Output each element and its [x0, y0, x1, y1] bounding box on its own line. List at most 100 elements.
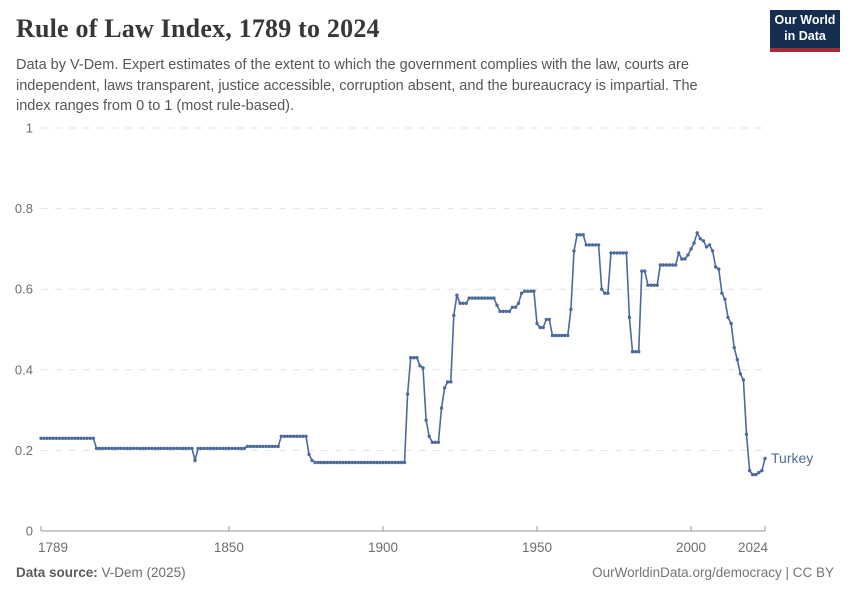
data-point-marker[interactable] — [122, 446, 126, 451]
data-point-marker[interactable] — [510, 305, 515, 309]
data-point-marker[interactable] — [307, 452, 311, 457]
data-point-marker[interactable] — [535, 321, 539, 326]
data-point-marker[interactable] — [322, 460, 327, 465]
data-point-marker[interactable] — [584, 243, 588, 247]
data-point-marker[interactable] — [295, 434, 299, 438]
data-point-marker[interactable] — [230, 446, 234, 451]
data-point-marker[interactable] — [137, 446, 142, 451]
data-point-marker[interactable] — [689, 247, 693, 251]
data-point-marker[interactable] — [421, 366, 425, 370]
data-point-marker[interactable] — [547, 317, 551, 322]
data-point-marker[interactable] — [424, 418, 428, 422]
data-point-marker[interactable] — [177, 446, 182, 451]
data-point-marker[interactable] — [168, 446, 173, 451]
data-point-marker[interactable] — [507, 309, 511, 314]
data-point-marker[interactable] — [378, 460, 382, 465]
data-point-marker[interactable] — [492, 296, 496, 300]
data-point-marker[interactable] — [233, 446, 237, 451]
data-point-marker[interactable] — [658, 263, 662, 267]
owid-logo[interactable]: Our World in Data — [770, 10, 840, 52]
data-point-marker[interactable] — [479, 296, 484, 300]
data-point-marker[interactable] — [633, 350, 638, 354]
data-point-marker[interactable] — [489, 296, 493, 300]
data-point-marker[interactable] — [291, 434, 296, 438]
data-point-marker[interactable] — [498, 309, 502, 314]
data-point-marker[interactable] — [125, 446, 129, 451]
data-point-marker[interactable] — [110, 446, 114, 451]
data-point-marker[interactable] — [670, 263, 675, 267]
data-point-marker[interactable] — [338, 460, 342, 465]
data-point-marker[interactable] — [667, 263, 672, 267]
data-point-marker[interactable] — [319, 460, 324, 465]
data-point-marker[interactable] — [449, 380, 453, 384]
data-point-marker[interactable] — [458, 301, 462, 305]
data-point-marker[interactable] — [100, 446, 105, 451]
data-point-marker[interactable] — [276, 444, 280, 449]
data-point-marker[interactable] — [218, 446, 222, 451]
data-point-marker[interactable] — [396, 460, 401, 465]
data-point-marker[interactable] — [202, 446, 206, 451]
data-point-marker[interactable] — [482, 296, 487, 300]
data-point-marker[interactable] — [45, 436, 49, 440]
data-point-marker[interactable] — [70, 436, 74, 440]
data-point-marker[interactable] — [526, 289, 530, 293]
data-point-marker[interactable] — [600, 287, 604, 291]
data-point-marker[interactable] — [76, 436, 80, 440]
data-point-marker[interactable] — [298, 434, 302, 438]
data-point-marker[interactable] — [301, 434, 305, 438]
data-point-marker[interactable] — [495, 303, 499, 307]
data-point-marker[interactable] — [181, 446, 185, 451]
data-point-marker[interactable] — [726, 315, 730, 320]
data-point-marker[interactable] — [282, 434, 287, 438]
data-point-marker[interactable] — [575, 233, 579, 237]
data-point-marker[interactable] — [655, 283, 659, 287]
data-point-marker[interactable] — [553, 333, 558, 338]
data-point-marker[interactable] — [621, 251, 625, 255]
data-point-marker[interactable] — [529, 289, 533, 293]
data-point-marker[interactable] — [39, 436, 43, 440]
data-point-marker[interactable] — [261, 444, 265, 449]
data-point-marker[interactable] — [433, 440, 437, 444]
data-point-marker[interactable] — [427, 434, 431, 438]
data-point-marker[interactable] — [439, 406, 444, 410]
license-link[interactable]: OurWorldinData.org/democracy | CC BY — [592, 565, 834, 580]
data-point-marker[interactable] — [113, 446, 117, 451]
data-point-marker[interactable] — [285, 434, 290, 438]
data-point-marker[interactable] — [587, 243, 592, 247]
data-point-marker[interactable] — [165, 446, 169, 451]
data-point-marker[interactable] — [236, 446, 240, 451]
data-point-marker[interactable] — [590, 243, 595, 247]
data-point-marker[interactable] — [664, 263, 669, 267]
data-point-marker[interactable] — [560, 333, 564, 338]
data-point-marker[interactable] — [51, 436, 55, 440]
data-point-marker[interactable] — [704, 245, 709, 249]
data-point-marker[interactable] — [353, 460, 357, 465]
data-point-marker[interactable] — [436, 440, 441, 444]
data-point-marker[interactable] — [710, 249, 715, 253]
data-point-marker[interactable] — [550, 333, 555, 338]
data-point-marker[interactable] — [596, 243, 601, 247]
data-point-marker[interactable] — [470, 296, 474, 300]
data-point-marker[interactable] — [661, 263, 665, 267]
data-point-marker[interactable] — [624, 251, 629, 255]
data-point-marker[interactable] — [640, 269, 644, 273]
data-point-marker[interactable] — [131, 446, 136, 451]
data-point-marker[interactable] — [519, 291, 524, 295]
data-point-marker[interactable] — [387, 460, 391, 465]
data-point-marker[interactable] — [701, 239, 706, 243]
data-point-marker[interactable] — [356, 460, 360, 465]
data-point-marker[interactable] — [606, 291, 610, 295]
data-point-marker[interactable] — [486, 296, 490, 300]
data-point-marker[interactable] — [646, 283, 650, 287]
data-point-marker[interactable] — [760, 468, 764, 473]
data-point-marker[interactable] — [612, 251, 616, 255]
data-point-marker[interactable] — [174, 446, 179, 451]
data-point-marker[interactable] — [757, 470, 761, 475]
data-point-marker[interactable] — [390, 460, 394, 465]
data-point-marker[interactable] — [652, 283, 656, 287]
data-point-marker[interactable] — [738, 372, 743, 376]
data-point-marker[interactable] — [452, 313, 456, 318]
data-point-marker[interactable] — [48, 436, 52, 440]
data-point-marker[interactable] — [267, 444, 271, 449]
data-point-marker[interactable] — [627, 315, 632, 320]
